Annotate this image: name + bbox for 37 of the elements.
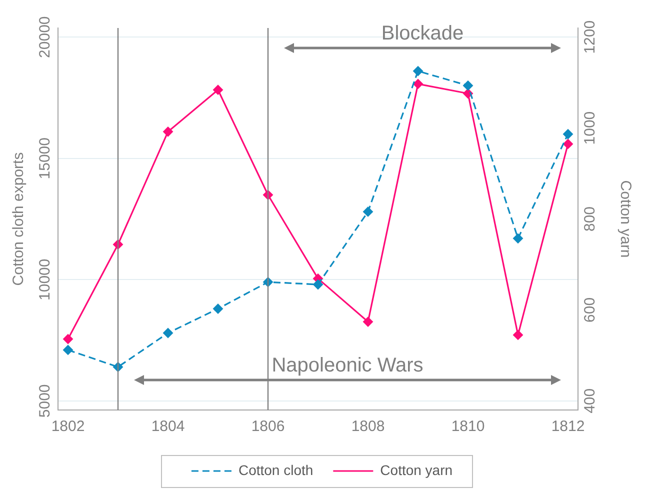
point <box>513 233 523 244</box>
point <box>213 304 223 314</box>
point <box>563 138 573 149</box>
legend-label: Cotton cloth <box>238 462 314 478</box>
point <box>463 80 473 91</box>
x-tick-label: 1804 <box>151 418 185 436</box>
y2-tick-label: 600 <box>582 297 599 322</box>
point <box>163 328 173 338</box>
point <box>213 84 223 95</box>
annotation: Blockade <box>381 22 464 45</box>
point <box>163 126 173 137</box>
point <box>513 330 523 340</box>
x-tick-label: 1810 <box>451 418 485 436</box>
x-tick-label: 1812 <box>551 418 585 436</box>
y2-tick-label: 1000 <box>582 111 599 145</box>
point <box>63 334 73 344</box>
y2-tick-label: 800 <box>582 206 599 232</box>
y2-tick-label: 400 <box>582 388 599 414</box>
x-tick-label: 1802 <box>51 418 85 436</box>
y-tick-label: 15000 <box>36 138 54 180</box>
y-tick-label: 20000 <box>36 16 54 58</box>
y2-tick-label: 1200 <box>582 20 599 54</box>
point <box>563 129 573 140</box>
annotation: Napoleonic Wars <box>272 354 424 377</box>
x-tick-label: 1808 <box>351 418 385 436</box>
point <box>413 78 423 89</box>
y-axis-title: Cotton cloth exports <box>10 152 28 286</box>
y-tick-label: 10000 <box>36 258 54 300</box>
point <box>313 279 323 290</box>
point <box>363 316 373 327</box>
point <box>363 206 373 217</box>
x-tick-label: 1806 <box>251 418 285 436</box>
point <box>63 344 73 355</box>
y-tick-label: 5000 <box>36 384 54 418</box>
legend-label: Cotton yarn <box>380 462 453 478</box>
point <box>413 66 423 76</box>
y2-axis-title: Cotton yarn <box>616 180 634 258</box>
